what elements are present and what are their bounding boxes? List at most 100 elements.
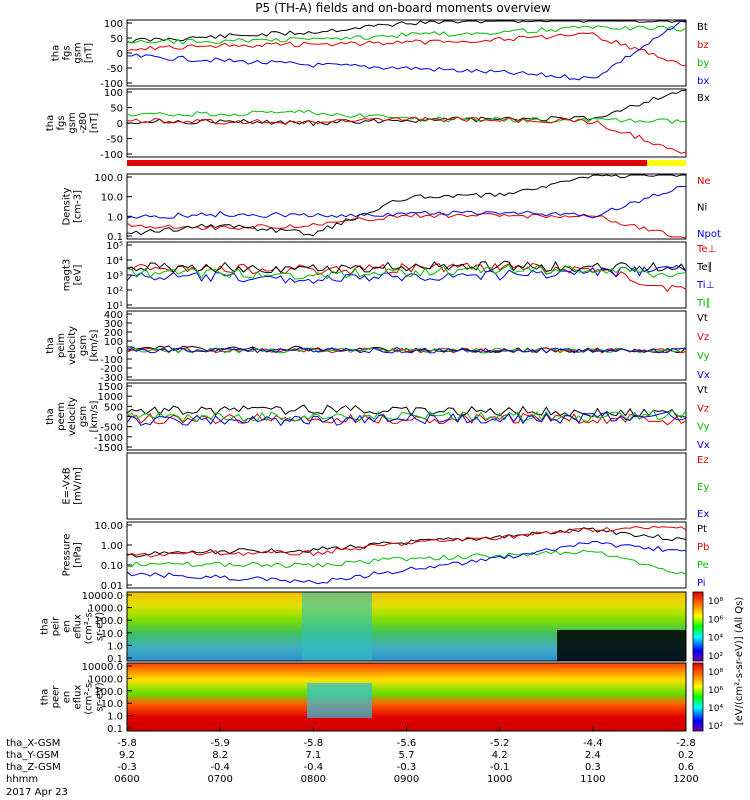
- legend-entry: Vz: [697, 332, 709, 343]
- colorbar-tick-label: 10⁸: [708, 597, 723, 607]
- series-line-Npot: [126, 185, 687, 219]
- legend-entry: Vt: [697, 385, 708, 396]
- series-line-trace-2: [126, 116, 687, 154]
- spectrogram-ion-gap: [557, 629, 686, 661]
- y-tick-label: 100: [104, 19, 123, 30]
- x-tick-label: 0.3: [585, 762, 601, 773]
- legend-entry: Vx: [697, 370, 710, 381]
- series-group-5: [126, 404, 687, 427]
- x-tick-label: -5.8: [117, 738, 137, 749]
- series-line-by: [126, 25, 687, 45]
- status-bar-red: [127, 160, 647, 166]
- panel-fgs_gsm_z80: 100 50 0 -50 -100 thafgsgsm-z80[nT] Bx: [45, 88, 710, 161]
- series-line-Bt: [126, 20, 687, 44]
- figure-title: P5 (TH-A) fields and on-board moments ov…: [255, 1, 551, 15]
- y-axis-label: thapeimvelocitygsm[km/s]: [45, 326, 100, 365]
- y-axis-label: E=-VxB[mV/m]: [62, 467, 84, 505]
- y-tick-label: 1500: [98, 382, 123, 393]
- y-tick-label: 10.0: [101, 629, 123, 640]
- y-tick-label: 300: [104, 319, 123, 330]
- series-line-Pt: [126, 527, 687, 558]
- panel-fgs_gsm: 100 50 0 -50 -100 thafgsgsm[nT] Bt bz by bx: [51, 19, 710, 90]
- y-tick-label: 0: [117, 413, 123, 424]
- colorbar-label: [eV/(cm²-s-sr-eV)] (All Qs): [734, 597, 745, 726]
- legend-entry: Pb: [697, 542, 709, 553]
- legend-entry: Vx: [697, 440, 710, 451]
- x-row-label: tha_Z-GSM: [6, 762, 61, 773]
- panel-frame: [126, 452, 687, 520]
- x-row-label: tha_X-GSM: [6, 738, 60, 749]
- x-tick-label: -0.3: [397, 762, 417, 773]
- legend-entry: Ez: [697, 455, 709, 466]
- y-axis-label: thafgsgsm[nT]: [51, 42, 95, 63]
- x-tick-label: 9.2: [119, 750, 135, 761]
- y-tick-label: 0: [117, 119, 123, 130]
- y-axis-label: magt3[eV]: [62, 259, 84, 292]
- legend-entry: Te∥: [696, 262, 713, 273]
- x-tick-label: 1000: [487, 774, 512, 785]
- y-tick-label: 10¹: [106, 301, 123, 312]
- x-tick-label: 0900: [394, 774, 419, 785]
- x-tick-label: -5.9: [210, 738, 230, 749]
- y-tick-label: 0.1: [107, 232, 123, 243]
- x-tick-label: -0.4: [304, 762, 324, 773]
- colorbar-tick-label: 10²: [708, 652, 723, 662]
- x-tick-label: -0.4: [210, 762, 230, 773]
- x-tick-label: -0.1: [490, 762, 510, 773]
- y-tick-label: 10.0: [101, 193, 123, 204]
- y-tick-label: -100: [100, 79, 123, 90]
- x-tick-label: 0600: [114, 774, 139, 785]
- y-tick-label: -100: [100, 150, 123, 161]
- y-axis-label: thapeemvelocitygsm[km/s]: [45, 397, 100, 436]
- y-axis-label: Density[cm-3]: [62, 187, 84, 225]
- panel-efield: E=-VxB[mV/m] Ez Ey Ex: [62, 452, 709, 520]
- y-tick-label: 10000.0: [82, 591, 123, 602]
- series-line-bz: [126, 32, 687, 67]
- y-tick-label: 100: [104, 88, 123, 99]
- legend-entry: Vy: [697, 422, 710, 433]
- y-tick-label: -50: [107, 64, 123, 75]
- x-tick-label: 4.2: [492, 750, 508, 761]
- panels-container: 100500-50-100thafgsgsm[nT]Btbzbybx100500…: [40, 19, 721, 735]
- legend-entry: Ey: [697, 482, 709, 493]
- spectrogram-electron-band: [307, 683, 372, 718]
- y-tick-label: 1000.0: [88, 604, 123, 615]
- y-tick-label: -1500: [94, 443, 123, 454]
- y-tick-label: -100: [100, 355, 123, 366]
- series-line-Pi: [126, 540, 687, 585]
- series-line-Pb: [126, 525, 687, 558]
- y-tick-label: 0.1: [107, 724, 123, 735]
- legend-entry: Ne: [697, 176, 711, 187]
- legend-entry: Ti⊥: [696, 280, 714, 291]
- series-group-0: [126, 20, 687, 81]
- y-axis-label: thafgsgsm-z80[nT]: [45, 112, 100, 134]
- colorbar-upper: [692, 591, 704, 662]
- panel-frame: [126, 310, 687, 381]
- series-group-3: [126, 260, 687, 293]
- panel-peim_velocity: 4003002001000-100-200-300thapeimvelocity…: [45, 310, 710, 384]
- panel-pressure: 10.00 1.00 0.10 0.01 Pressure[nPa] Pt Pb Pe Pi: [62, 521, 710, 592]
- y-tick-label: 0.01: [101, 581, 123, 592]
- x-tick-label: 2.4: [585, 750, 601, 761]
- y-tick-label: 1.0: [107, 641, 123, 652]
- colorbar-tick-label: 10⁶: [708, 686, 723, 696]
- status-bar-yellow: [647, 160, 686, 166]
- legend-entry: bz: [697, 40, 709, 51]
- series-line-Te⊥: [126, 262, 687, 293]
- x-axis: tha_X-GSM -5.8 -5.9 -5.8 -5.6 -5.2 -4.4 -2.8 tha…: [6, 726, 699, 785]
- y-tick-label: 1.0: [107, 712, 123, 723]
- series-group-4: [126, 345, 687, 354]
- y-tick-label: -50: [107, 135, 123, 146]
- y-tick-label: 10²: [106, 286, 123, 297]
- spectrogram-ion-band: [302, 592, 372, 661]
- y-tick-label: 50: [110, 34, 123, 45]
- x-row-label: tha_Y-GSM: [6, 750, 59, 761]
- y-tick-label: 10.0: [101, 699, 123, 710]
- colorbar-tick-label: 10⁴: [708, 634, 723, 644]
- y-tick-label: 400: [104, 310, 123, 321]
- y-tick-label: 100.0: [94, 173, 123, 184]
- y-tick-label: 0.1: [107, 654, 123, 665]
- y-axis-label: thapeereneflux(cm²-s-sr-eV): [40, 679, 106, 715]
- panel-temperature: 10⁵ 10⁴ 10³ 10² 10¹ magt3[eV] Te⊥ Te∥ Ti⊥ Ti∥: [62, 241, 717, 312]
